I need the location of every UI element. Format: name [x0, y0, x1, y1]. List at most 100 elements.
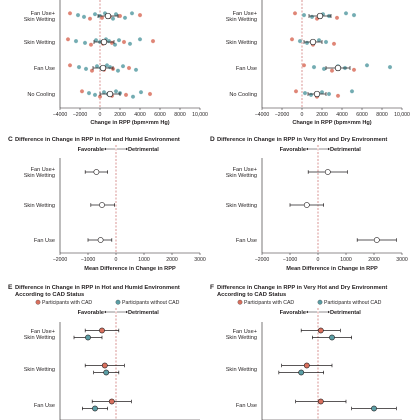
data-point: [138, 89, 144, 95]
data-point: [120, 63, 126, 69]
favorable-arrowhead: [104, 310, 106, 314]
data-point: [117, 13, 123, 19]
data-point: [127, 41, 133, 47]
category-label: Skin Wetting: [226, 203, 257, 209]
x-tick-label: 0: [317, 257, 320, 263]
mean-marker: [104, 12, 112, 20]
panel-label-e: E: [8, 284, 13, 291]
data-point: [87, 16, 93, 21]
category-label: Skin Wetting: [226, 367, 257, 373]
data-point: [301, 12, 307, 18]
x-tick-label: −1000: [81, 257, 96, 263]
mean-difference-marker: [99, 327, 105, 334]
data-point: [349, 89, 355, 94]
category-label: Fan Use: [34, 66, 55, 72]
x-tick-label: 2000: [166, 257, 178, 263]
category-label: Fan Use+ Skin Wetting: [24, 11, 55, 23]
data-point: [331, 41, 337, 47]
legend-marker: [237, 299, 243, 305]
legend-marker: [115, 299, 121, 305]
x-tick-label: 4000: [134, 112, 146, 118]
category-label: Skin Wetting: [24, 367, 55, 373]
mean-marker: [99, 64, 107, 72]
data-point: [343, 11, 349, 16]
category-label: Fan Use: [34, 403, 55, 409]
mean-difference-marker: [298, 369, 305, 376]
x-tick-label: 2000: [316, 112, 328, 118]
x-axis-label: Change in RPP (bpm×mm Hg): [90, 120, 169, 126]
x-tick-label: 6000: [356, 112, 368, 118]
legend-marker: [35, 299, 41, 305]
legend-entry: Participants without CAD: [122, 300, 180, 306]
panel-title: Difference in Change in RPP in Very Hot …: [217, 285, 387, 291]
data-point: [150, 38, 156, 44]
x-tick-label: −4000: [255, 112, 270, 118]
x-tick-label: 4000: [336, 112, 348, 118]
detrimental-arrowhead: [126, 147, 128, 151]
legend-entry: Participants without CAD: [324, 300, 382, 306]
detrimental-label: Detrimental: [330, 147, 361, 153]
data-point: [308, 92, 314, 98]
data-point: [115, 68, 121, 73]
data-point: [147, 91, 153, 97]
legend-marker: [317, 299, 323, 305]
mean-difference-marker: [303, 202, 310, 208]
data-point: [79, 89, 85, 94]
data-point: [293, 89, 299, 94]
mean-difference-marker: [101, 362, 108, 369]
detrimental-label: Detrimental: [128, 147, 159, 153]
panel-label-f: F: [210, 284, 214, 291]
mean-marker: [316, 12, 324, 20]
data-point: [81, 14, 87, 20]
favorable-label: Favorable: [280, 147, 306, 153]
category-label: Fan Use: [236, 238, 257, 244]
panel-label-c: C: [8, 136, 13, 143]
favorable-label: Favorable: [280, 310, 306, 316]
panel-a: −4000 −2000 0 2000 4000 6000 8000 10,000 Change …: [53, 0, 208, 126]
data-point: [110, 16, 116, 21]
data-point: [73, 38, 79, 44]
panel-label-d: D: [210, 136, 215, 143]
x-tick-label: 0: [99, 112, 102, 118]
data-point: [122, 15, 128, 21]
data-point: [351, 67, 357, 73]
data-point: [351, 12, 357, 18]
panel-title: Difference in Change in RPP in Hot and H…: [15, 137, 180, 143]
data-point: [329, 68, 335, 73]
panel-title-line2: According to CAD Status: [15, 292, 84, 298]
x-tick-label: 8000: [174, 112, 186, 118]
favorable-label: Favorable: [78, 310, 104, 316]
data-point: [311, 64, 317, 70]
x-tick-label: −2000: [255, 257, 270, 263]
mean-difference-marker: [93, 169, 100, 175]
detrimental-label: Detrimental: [128, 310, 159, 316]
data-point: [121, 39, 127, 45]
data-point: [326, 91, 332, 97]
data-point: [82, 40, 88, 46]
category-label: Fan Use: [34, 238, 55, 244]
favorable-arrowhead: [306, 310, 308, 314]
x-tick-label: 1000: [138, 257, 150, 263]
category-label: Fan Use: [236, 403, 257, 409]
x-tick-label: −4000: [53, 112, 68, 118]
category-label: Skin Wetting: [226, 40, 257, 46]
mean-difference-marker: [317, 398, 324, 405]
legend-entry: Participants with CAD: [244, 300, 294, 306]
data-point: [86, 90, 92, 96]
data-point: [137, 12, 143, 18]
mean-difference-marker: [108, 398, 115, 405]
data-point: [113, 89, 119, 94]
panel-title-line2: According to CAD Status: [217, 292, 286, 298]
data-point: [123, 92, 129, 98]
panel-c: C Difference in Change in RPP in Hot and …: [8, 136, 206, 272]
mean-difference-marker: [371, 405, 377, 412]
category-label: Skin Wetting: [24, 203, 55, 209]
mean-difference-marker: [99, 202, 105, 208]
legend-entry: Participants with CAD: [42, 300, 92, 306]
x-tick-label: −2000: [53, 257, 68, 263]
panel-b: −4000 −2000 0 2000 4000 6000 8000 10,000 Change …: [255, 0, 410, 126]
category-label: Fan Use+ Skin Wetting: [226, 11, 257, 23]
category-label: Fan Use: [236, 66, 257, 72]
data-point: [130, 94, 136, 99]
data-point: [304, 40, 310, 46]
